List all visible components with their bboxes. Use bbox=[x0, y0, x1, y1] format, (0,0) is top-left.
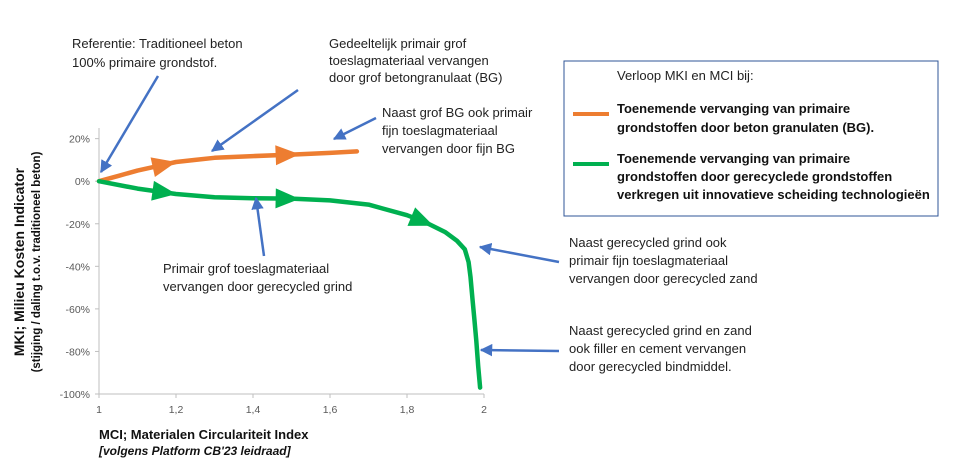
annotation-reference: Referentie: Traditioneel beton 100% prim… bbox=[72, 36, 246, 70]
y-tick-label: 0% bbox=[75, 176, 90, 188]
y-tick-label: -40% bbox=[65, 261, 90, 273]
series-direction-arrow bbox=[150, 157, 177, 177]
annotation-pointer-arrow bbox=[210, 88, 299, 153]
series-direction-arrow bbox=[275, 145, 300, 166]
annotation-gravel-sand-line: vervangen door gerecycled zand bbox=[569, 271, 758, 286]
legend-box bbox=[563, 60, 939, 217]
y-tick-label: -60% bbox=[65, 304, 90, 316]
x-axis-label: MCI; Materialen Circulariteit Index bbox=[99, 427, 309, 442]
y-tick-label: -20% bbox=[65, 219, 90, 231]
y-axis-sublabel: (stijging / daling t.o.v. traditioneel b… bbox=[31, 151, 43, 372]
annotation-binder: Naast gerecycled grind en zand ook fille… bbox=[569, 323, 755, 374]
annotation-reference-line: Referentie: Traditioneel beton bbox=[72, 36, 243, 51]
y-tick-label: -100% bbox=[60, 389, 90, 401]
x-tick-label: 2 bbox=[481, 404, 487, 416]
annotation-fine-bg-line: vervangen door fijn BG bbox=[382, 141, 515, 156]
annotation-coarse-bg-line: toeslagmateriaal vervangen bbox=[329, 53, 489, 68]
annotation-binder-line: Naast gerecycled grind en zand bbox=[569, 323, 752, 338]
annotation-pointer-arrow bbox=[99, 75, 160, 174]
annotation-binder-line: ook filler en cement vervangen bbox=[569, 341, 746, 356]
annotation-gravel-line: vervangen door gerecycled grind bbox=[163, 279, 352, 294]
x-tick-label: 1,6 bbox=[323, 404, 338, 416]
annotation-pointer-arrow bbox=[251, 196, 266, 257]
legend-item-recycled-line: verkregen uit innovatieve scheiding tech… bbox=[617, 187, 930, 202]
series-direction-arrow bbox=[151, 180, 177, 201]
annotation-gravel-sand: Naast gerecycled grind ook primair fijn … bbox=[569, 235, 758, 286]
annotation-coarse-bg-line: Gedeeltelijk primair grof bbox=[329, 36, 467, 51]
x-tick-label: 1,8 bbox=[400, 404, 415, 416]
annotation-fine-bg: Naast grof BG ook primair fijn toeslagma… bbox=[382, 105, 536, 156]
annotation-fine-bg-line: Naast grof BG ook primair bbox=[382, 105, 533, 120]
annotation-reference-line: 100% primaire grondstof. bbox=[72, 55, 217, 70]
legend-item-recycled-line: Toenemende vervanging van primaire bbox=[617, 151, 850, 166]
legend-item-bg-line: grondstoffen door beton granulaten (BG). bbox=[617, 120, 874, 135]
annotation-pointer-arrow bbox=[332, 116, 377, 141]
x-axis-sublabel: [volgens Platform CB'23 leidraad] bbox=[98, 444, 292, 458]
annotation-coarse-bg: Gedeeltelijk primair grof toeslagmateria… bbox=[329, 36, 502, 85]
annotation-coarse-bg-line: door grof betongranulaat (BG) bbox=[329, 70, 502, 85]
legend: Verloop MKI en MCI bij: Toenemende verva… bbox=[563, 60, 939, 217]
y-axis-label: MKI; Milieu Kosten Indicator bbox=[11, 167, 27, 356]
annotation-binder-line: door gerecycled bindmiddel. bbox=[569, 359, 732, 374]
y-tick-label: -80% bbox=[65, 346, 90, 358]
series-direction-arrow bbox=[407, 207, 434, 226]
legend-item-recycled-line: grondstoffen door gerecyclede grondstoff… bbox=[617, 169, 892, 184]
annotation-fine-bg-line: fijn toeslagmateriaal bbox=[382, 123, 498, 138]
annotation-pointer-arrow bbox=[479, 343, 560, 357]
y-tick-label: 20% bbox=[69, 134, 90, 146]
x-tick-label: 1 bbox=[96, 404, 102, 416]
annotation-gravel-line: Primair grof toeslagmateriaal bbox=[163, 261, 329, 276]
series-direction-arrow bbox=[275, 188, 300, 209]
annotation-gravel-sand-line: Naast gerecycled grind ook bbox=[569, 235, 727, 250]
series-line-0 bbox=[96, 149, 360, 184]
legend-item-bg-line: Toenemende vervanging van primaire bbox=[617, 101, 850, 116]
annotation-pointer-arrow bbox=[478, 242, 560, 264]
x-tick-label: 1,4 bbox=[246, 404, 261, 416]
annotation-gravel: Primair grof toeslagmateriaal vervangen … bbox=[163, 261, 352, 294]
legend-item-recycled: Toenemende vervanging van primaire grond… bbox=[617, 151, 930, 202]
legend-title: Verloop MKI en MCI bij: bbox=[617, 68, 754, 83]
annotation-gravel-sand-line: primair fijn toeslagmateriaal bbox=[569, 253, 728, 268]
x-tick-label: 1,2 bbox=[169, 404, 184, 416]
legend-item-bg: Toenemende vervanging van primaire grond… bbox=[617, 101, 874, 135]
series-line-1 bbox=[96, 178, 483, 390]
